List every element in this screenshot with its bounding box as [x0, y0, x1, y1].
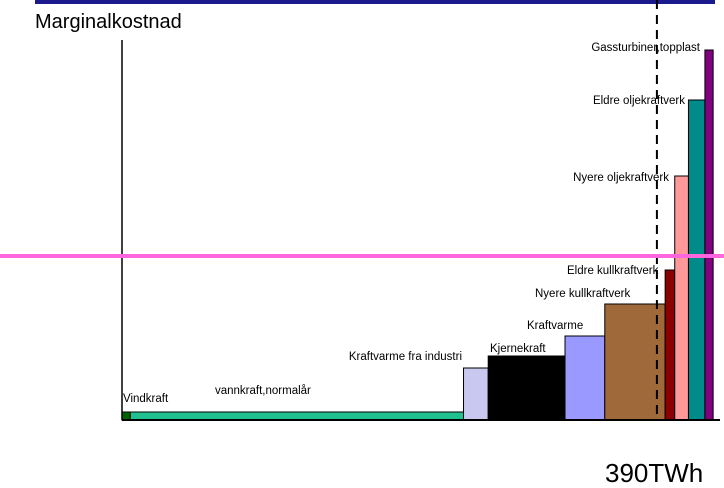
top-bar — [35, 0, 715, 4]
bar-label: Gassturbiner,topplast — [591, 42, 700, 54]
y-axis-label: Marginalkostnad — [35, 11, 182, 33]
bar-label: Eldre kullkraftverk — [567, 265, 659, 277]
demand-label: 390TWh — [605, 458, 703, 488]
bar — [604, 303, 666, 421]
bar — [121, 411, 131, 421]
bar — [463, 367, 489, 421]
bar-label: vannkraft,normalår — [215, 385, 311, 397]
bar-label: Vindkraft — [123, 393, 169, 405]
bar-label: Kraftvarme fra industri — [349, 351, 462, 363]
bar-label: Kraftvarme — [527, 320, 583, 332]
bar — [664, 269, 676, 421]
bar-label: Nyere kullkraftverk — [535, 288, 630, 300]
bar-label: Nyere oljekraftverk — [573, 172, 669, 184]
bar — [687, 99, 706, 421]
bar — [704, 49, 714, 421]
bar-label: Kjernekraft — [490, 343, 546, 355]
bar — [487, 355, 566, 421]
bar — [564, 335, 606, 421]
bar — [129, 411, 465, 421]
bar — [674, 175, 689, 421]
bar-label: Eldre oljekraftverk — [593, 95, 685, 107]
